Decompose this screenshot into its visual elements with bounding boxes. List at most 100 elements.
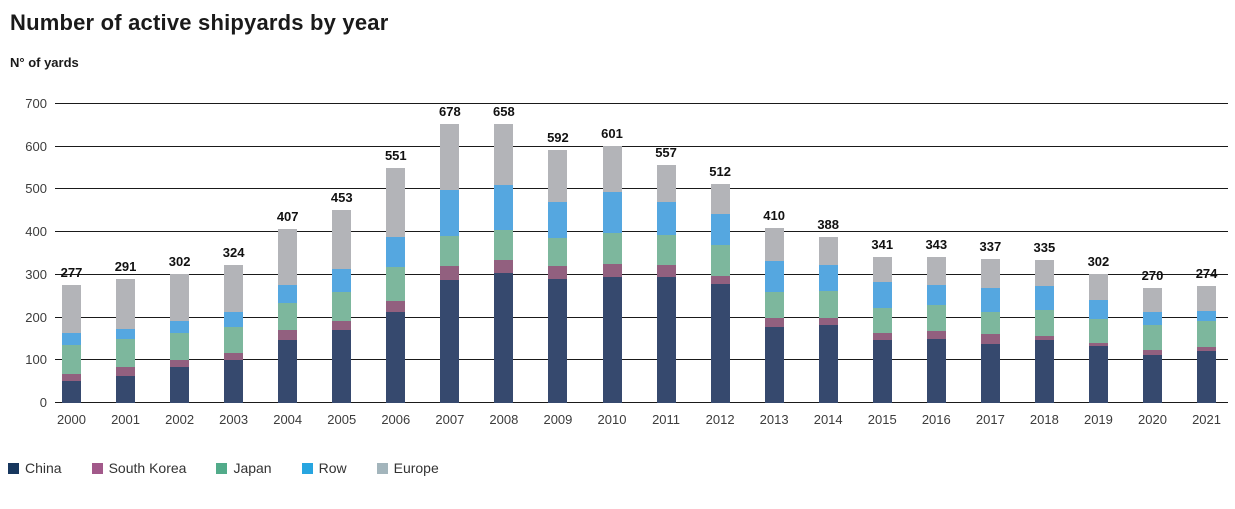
bar-2007: 678 xyxy=(423,104,477,403)
bar-segment-china-2020 xyxy=(1143,354,1162,403)
bar-segment-row-2020 xyxy=(1143,312,1162,325)
bar-2019: 302 xyxy=(1071,104,1125,403)
bar-segment-japan-2018 xyxy=(1034,309,1054,336)
bar-segment-europe-2019 xyxy=(1088,274,1108,301)
x-tick-label-2008: 2008 xyxy=(489,412,519,427)
y-tick-label-400: 400 xyxy=(25,224,47,240)
bar-2002: 302 xyxy=(153,104,207,403)
bar-total-label-2009: 592 xyxy=(547,130,569,146)
bar-total-label-2002: 302 xyxy=(168,254,191,270)
bar-segment-europe-2015 xyxy=(872,257,892,282)
chart-title: Number of active shipyards by year xyxy=(10,10,389,35)
bar-2005: 453 xyxy=(315,104,369,403)
bar-segment-china-2018 xyxy=(1034,339,1054,403)
x-tick-label-2005: 2005 xyxy=(327,412,357,427)
bar-segment-row-2001 xyxy=(116,329,136,339)
y-axis: 0 100 200 300 400 500 600 700 xyxy=(0,96,47,410)
bar-segment-europe-2017 xyxy=(980,259,1000,289)
bar-segment-japan-2017 xyxy=(980,311,1000,335)
bar-segment-south-korea-2017 xyxy=(980,334,1000,345)
x-tick-label-2016: 2016 xyxy=(921,412,951,427)
gridline-100 xyxy=(55,359,1228,361)
bar-total-label-2015: 341 xyxy=(871,237,894,253)
legend-label: South Korea xyxy=(108,460,187,476)
bar-segment-japan-2009 xyxy=(548,237,568,266)
bar-segment-south-korea-2013 xyxy=(764,317,784,327)
x-tick-label-2010: 2010 xyxy=(597,412,627,427)
bar-segment-row-2003 xyxy=(224,312,244,328)
bar-2011: 557 xyxy=(639,104,693,403)
bar-segment-china-2003 xyxy=(224,360,244,403)
bar-2014: 388 xyxy=(801,104,855,403)
bar-segment-row-2018 xyxy=(1034,286,1054,310)
bar-segment-china-2004 xyxy=(278,339,298,403)
bar-segment-row-2005 xyxy=(332,268,352,293)
x-tick-label-2014: 2014 xyxy=(813,412,843,427)
bar-2001: 291 xyxy=(99,104,153,403)
bar-segment-japan-2020 xyxy=(1143,324,1162,350)
bar-total-label-2001: 291 xyxy=(114,258,137,274)
bar-total-label-2016: 343 xyxy=(925,236,948,252)
bar-2009: 592 xyxy=(531,104,585,403)
bar-segment-europe-2012 xyxy=(710,184,730,214)
bar-segment-row-2007 xyxy=(440,189,460,236)
bar-2018: 335 xyxy=(1017,104,1071,403)
bar-segment-south-korea-2006 xyxy=(386,300,406,313)
legend-item-china: China xyxy=(8,460,62,476)
bar-segment-europe-2009 xyxy=(548,150,568,203)
bar-segment-china-2009 xyxy=(548,279,568,403)
bar-segment-south-korea-2005 xyxy=(332,321,352,331)
gridline-200 xyxy=(55,316,1228,318)
gridline-0 xyxy=(55,402,1228,403)
bar-2003: 324 xyxy=(207,104,261,403)
bar-segment-europe-2002 xyxy=(170,274,190,322)
bar-segment-row-2000 xyxy=(62,333,81,345)
bar-2012: 512 xyxy=(693,104,747,403)
bar-segment-europe-2007 xyxy=(440,124,460,190)
bar-segment-japan-2004 xyxy=(278,302,298,330)
bar-segment-europe-2000 xyxy=(62,284,81,334)
bar-segment-japan-2019 xyxy=(1088,319,1108,343)
legend-item-europe: Europe xyxy=(376,460,439,476)
plot-area: 277 291 302 324 407 453 551 678 658 592 601 557 512 4… xyxy=(55,103,1228,403)
legend-swatch-icon xyxy=(216,462,228,474)
gridline-500 xyxy=(55,188,1228,190)
bar-2010: 601 xyxy=(585,104,639,403)
bar-total-label-2010: 601 xyxy=(601,126,623,142)
bar-segment-row-2019 xyxy=(1088,300,1108,320)
x-tick-label-2007: 2007 xyxy=(435,412,465,427)
bar-total-label-2018: 335 xyxy=(1033,239,1056,255)
bar-total-label-2000: 277 xyxy=(60,264,83,280)
x-tick-label-2004: 2004 xyxy=(273,412,303,427)
bar-2016: 343 xyxy=(909,104,963,403)
bar-segment-japan-2014 xyxy=(818,291,838,319)
bar-total-label-2003: 324 xyxy=(222,244,245,260)
bar-2020: 270 xyxy=(1126,104,1180,403)
x-tick-label-2009: 2009 xyxy=(543,412,573,427)
bar-segment-europe-2011 xyxy=(656,165,676,203)
legend-label: Row xyxy=(318,460,347,476)
bar-segment-japan-2012 xyxy=(710,245,730,276)
x-tick-label-2000: 2000 xyxy=(57,412,86,427)
bar-segment-row-2015 xyxy=(872,281,892,309)
bar-total-label-2017: 337 xyxy=(979,239,1002,255)
legend-label: Japan xyxy=(233,460,272,476)
bar-segment-south-korea-2008 xyxy=(494,260,514,274)
bar-segment-south-korea-2010 xyxy=(602,263,622,277)
bar-2000: 277 xyxy=(45,104,99,403)
bar-segment-china-2010 xyxy=(602,276,622,403)
bar-segment-row-2010 xyxy=(602,192,622,233)
x-tick-label-2003: 2003 xyxy=(219,412,249,427)
bar-segment-row-2017 xyxy=(980,288,1000,312)
x-tick-label-2006: 2006 xyxy=(381,412,411,427)
bar-segment-europe-2013 xyxy=(764,227,784,261)
y-tick-label-300: 300 xyxy=(25,266,47,282)
bar-2013: 410 xyxy=(747,104,801,403)
x-tick-label-2002: 2002 xyxy=(165,412,195,427)
bar-segment-row-2016 xyxy=(926,284,946,305)
bar-segment-south-korea-2011 xyxy=(656,265,676,277)
bar-segment-europe-2004 xyxy=(278,229,298,286)
x-tick-label-2019: 2019 xyxy=(1083,412,1113,427)
gridline-600 xyxy=(55,145,1228,147)
